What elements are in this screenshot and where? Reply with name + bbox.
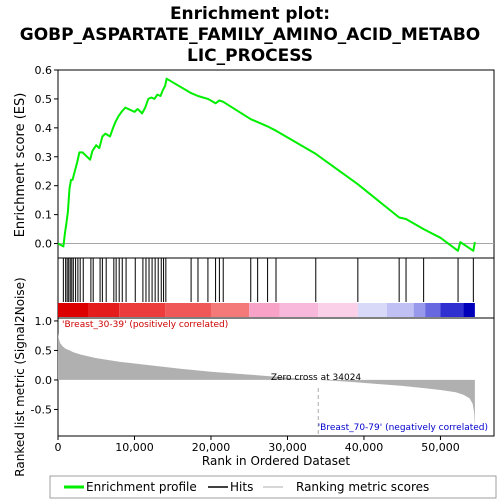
x-tick-label: 30,000 bbox=[268, 441, 307, 454]
positive-correlation-label: 'Breast_30-39' (positively correlated) bbox=[62, 320, 228, 330]
color-bar-segment bbox=[210, 303, 250, 317]
es-y-tick-label: 0.0 bbox=[35, 238, 53, 251]
color-bar-segment bbox=[413, 303, 426, 317]
legend-hits-label: Hits bbox=[230, 480, 253, 494]
color-bar-segment bbox=[463, 303, 475, 317]
enrichment-y-axis-label: Enrichment score (ES) bbox=[13, 93, 28, 238]
enrichment-panel-frame bbox=[57, 69, 495, 259]
color-bar-segment bbox=[425, 303, 441, 317]
x-tick-label: 0 bbox=[55, 441, 62, 454]
color-bar-segment bbox=[318, 303, 358, 317]
legend-metric-label: Ranking metric scores bbox=[296, 480, 429, 494]
enrichment-profile-line bbox=[57, 77, 476, 252]
color-bar-segment bbox=[165, 303, 211, 317]
metric-y-tick-label: -0.5 bbox=[31, 403, 52, 416]
color-bar-segment bbox=[386, 303, 414, 317]
x-tick-label: 40,000 bbox=[345, 441, 384, 454]
es-y-tick-label: 0.2 bbox=[35, 180, 53, 193]
x-axis-label: Rank in Ordered Dataset bbox=[202, 454, 350, 468]
color-bar-segment bbox=[58, 303, 89, 317]
x-tick-label: 20,000 bbox=[192, 441, 231, 454]
es-y-tick-label: 0.3 bbox=[35, 151, 53, 164]
es-y-tick-label: 0.1 bbox=[35, 209, 53, 222]
plot-title-line-2: GOBP_ASPARTATE_FAMILY_AMINO_ACID_METABO bbox=[20, 25, 481, 45]
metric-y-tick-label: 1.0 bbox=[35, 315, 53, 328]
x-tick-label: 10,000 bbox=[115, 441, 154, 454]
zero-cross-label: Zero cross at 34024 bbox=[271, 373, 362, 383]
color-bar-segment bbox=[279, 303, 319, 317]
ranking-metric-area bbox=[58, 332, 475, 428]
legend-enrichment-label: Enrichment profile bbox=[86, 480, 197, 494]
color-bar-segment bbox=[440, 303, 464, 317]
plot-title-line-1: Enrichment plot: bbox=[170, 4, 330, 24]
es-y-tick-label: 0.4 bbox=[35, 122, 53, 135]
ranking-metric-y-axis-label: Ranked list metric (Signal2Noise) bbox=[13, 277, 27, 476]
color-bar-segment bbox=[357, 303, 387, 317]
color-bar-segment bbox=[249, 303, 280, 317]
hits-panel bbox=[57, 257, 495, 319]
ranking-metric-panel: -0.5 0.0 0.5 1.0 0 10,000 20,000 30,000 40,000 5… bbox=[13, 277, 495, 477]
negative-correlation-label: 'Breast_70-79' (negatively correlated) bbox=[318, 423, 488, 433]
metric-y-tick-label: 0.5 bbox=[35, 344, 53, 357]
color-bar-segment bbox=[119, 303, 166, 317]
metric-y-tick-label: 0.0 bbox=[35, 374, 53, 387]
x-tick-label: 50,000 bbox=[421, 441, 460, 454]
es-y-tick-label: 0.6 bbox=[35, 64, 53, 77]
legend: Enrichment profile Hits Ranking metric s… bbox=[49, 475, 497, 499]
enrichment-panel: 0.0 0.1 0.2 0.3 0.4 0.5 0.6 Enrichment score (… bbox=[13, 64, 495, 259]
plot-title-line-3: LIC_PROCESS bbox=[187, 46, 313, 66]
es-y-tick-label: 0.5 bbox=[35, 93, 53, 106]
color-bar-segment bbox=[88, 303, 120, 317]
